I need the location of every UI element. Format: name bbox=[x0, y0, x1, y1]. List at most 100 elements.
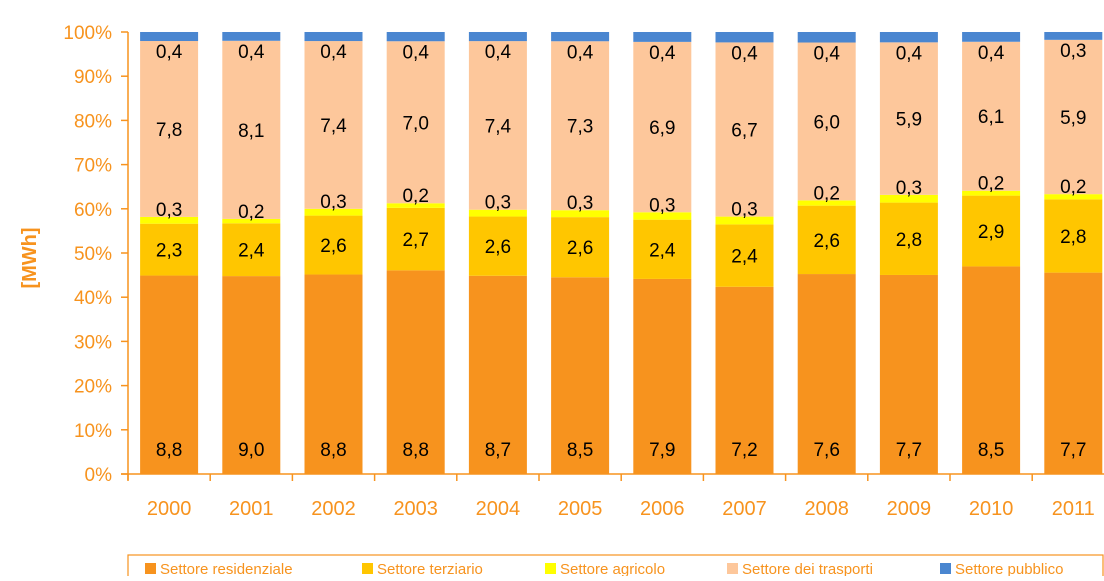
y-tick-label: 70% bbox=[74, 156, 112, 177]
bar-segment bbox=[304, 274, 363, 474]
data-label: 8,1 bbox=[238, 121, 264, 142]
bar-stack-2010: 8,5 2,9 0,2 6,1 0,4 bbox=[962, 32, 1021, 474]
y-tick-label: 30% bbox=[74, 332, 112, 353]
data-label: 7,8 bbox=[156, 120, 182, 141]
bar-stack-2001: 9,0 2,4 0,2 8,1 0,4 bbox=[222, 32, 281, 474]
bar-segment bbox=[140, 216, 199, 224]
data-label: 0,4 bbox=[813, 44, 840, 65]
data-label: 7,9 bbox=[649, 440, 675, 461]
bar-segment bbox=[879, 194, 938, 203]
y-tick-label: 20% bbox=[74, 377, 112, 398]
y-tick-label: 0% bbox=[85, 465, 113, 486]
bar-segment bbox=[962, 32, 1021, 42]
data-label: 8,5 bbox=[978, 440, 1004, 461]
bar-segment bbox=[386, 207, 445, 271]
y-tick-label: 60% bbox=[74, 200, 112, 221]
data-label: 7,7 bbox=[896, 440, 922, 461]
bar-segment bbox=[633, 219, 692, 279]
data-label: 0,4 bbox=[896, 43, 923, 64]
legend-label: Settore pubblico bbox=[955, 561, 1063, 576]
bar-segment bbox=[962, 195, 1021, 267]
bar-segment bbox=[304, 208, 363, 216]
x-tick-label: 2007 bbox=[722, 498, 767, 520]
bar-segment bbox=[551, 217, 610, 278]
data-label: 2,6 bbox=[813, 231, 839, 252]
bar-segment bbox=[879, 202, 938, 275]
data-label: 0,3 bbox=[320, 192, 346, 213]
bar-segment bbox=[715, 286, 774, 474]
legend-label: Settore terziario bbox=[377, 561, 483, 576]
bar-stack-2003: 8,8 2,7 0,2 7,0 0,4 bbox=[386, 32, 445, 474]
bar-segment bbox=[633, 278, 692, 474]
x-tick-label: 2010 bbox=[969, 498, 1014, 520]
bar-segment bbox=[1044, 194, 1103, 200]
bar-segment bbox=[386, 270, 445, 474]
bar-segment bbox=[468, 216, 527, 276]
y-axis: 0% 10% 20% 30% 40% 50% 60% 70% 80% 90% 100% bbox=[63, 23, 129, 486]
bar-segment bbox=[386, 41, 445, 204]
bar-segment bbox=[715, 216, 774, 225]
bar-segment bbox=[1044, 272, 1103, 474]
bar-segment bbox=[551, 277, 610, 474]
data-label: 0,3 bbox=[896, 178, 922, 199]
data-label: 6,9 bbox=[649, 118, 675, 139]
bar-stack-2007: 7,2 2,4 0,3 6,7 0,4 bbox=[715, 32, 774, 474]
bars: 8,82,30,37,80,49,02,40,28,10,48,82,60,37… bbox=[140, 32, 1103, 474]
bar-segment bbox=[386, 203, 445, 208]
y-tick-label: 100% bbox=[63, 23, 112, 44]
legend-label: Settore dei trasporti bbox=[742, 561, 873, 576]
y-tick-label: 90% bbox=[74, 67, 112, 88]
data-label: 0,4 bbox=[485, 42, 512, 63]
data-label: 2,6 bbox=[567, 238, 593, 259]
bar-segment bbox=[222, 40, 281, 219]
data-label: 0,2 bbox=[813, 183, 839, 204]
data-label: 7,0 bbox=[402, 113, 428, 134]
x-tick-label: 2008 bbox=[804, 498, 849, 520]
bar-segment bbox=[551, 210, 610, 218]
bar-segment bbox=[633, 32, 692, 42]
y-axis-label: [MWh] bbox=[19, 227, 41, 288]
bar-stack-2006: 7,9 2,4 0,3 6,9 0,4 bbox=[633, 32, 692, 474]
bar-stack-2004: 8,7 2,6 0,3 7,4 0,4 bbox=[468, 32, 527, 474]
data-label: 2,4 bbox=[731, 247, 758, 268]
data-label: 5,9 bbox=[896, 110, 922, 131]
bar-stack-2009: 7,7 2,8 0,3 5,9 0,4 bbox=[879, 32, 938, 474]
bar-segment bbox=[304, 41, 363, 209]
x-tick-label: 2009 bbox=[887, 498, 932, 520]
bar-segment bbox=[1044, 39, 1103, 195]
data-label: 2,7 bbox=[402, 230, 428, 251]
y-tick-label: 80% bbox=[74, 111, 112, 132]
data-label: 0,2 bbox=[238, 202, 264, 223]
data-label: 2,6 bbox=[485, 237, 511, 258]
data-label: 0,4 bbox=[567, 42, 594, 63]
data-label: 8,8 bbox=[156, 440, 182, 461]
x-tick-label: 2011 bbox=[1052, 498, 1095, 520]
bar-segment bbox=[797, 42, 856, 201]
bar-segment bbox=[797, 205, 856, 275]
bar-segment bbox=[140, 223, 199, 276]
bar-segment bbox=[633, 41, 692, 213]
y-tick-label: 40% bbox=[74, 288, 112, 309]
bar-segment bbox=[140, 275, 199, 474]
bar-segment bbox=[797, 274, 856, 474]
bar-segment bbox=[222, 276, 281, 474]
data-label: 2,6 bbox=[320, 236, 346, 257]
x-tick-label: 2004 bbox=[476, 498, 521, 520]
bar-segment bbox=[1044, 199, 1103, 273]
bar-segment bbox=[304, 215, 363, 275]
bar-segment bbox=[715, 42, 774, 217]
x-tick-label: 2005 bbox=[558, 498, 603, 520]
data-label: 0,4 bbox=[156, 42, 183, 63]
data-label: 0,2 bbox=[1060, 177, 1086, 198]
x-tick-label: 2000 bbox=[147, 498, 192, 520]
bar-segment bbox=[551, 32, 610, 42]
x-tick-label: 2001 bbox=[229, 498, 274, 520]
bar-segment bbox=[962, 190, 1021, 196]
data-label: 0,4 bbox=[978, 43, 1005, 64]
data-label: 0,3 bbox=[649, 195, 675, 216]
legend-swatch bbox=[145, 563, 156, 574]
data-label: 8,5 bbox=[567, 440, 593, 461]
bar-segment bbox=[468, 209, 527, 217]
legend-swatch bbox=[940, 563, 951, 574]
